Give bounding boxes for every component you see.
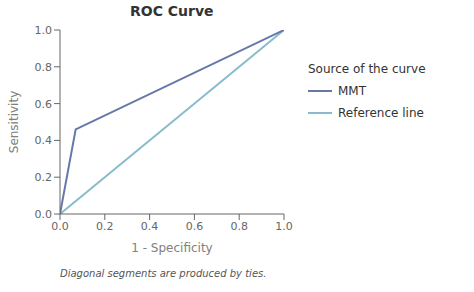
svg-text:0.2: 0.2: [35, 171, 53, 184]
html-text:ROC Curve: ROC Curve: [130, 3, 214, 19]
svg-text:0.8: 0.8: [230, 220, 248, 233]
svg-text:0.6: 0.6: [186, 220, 204, 233]
svg-text:0.0: 0.0: [51, 220, 69, 233]
html-text:Diagonal segments are produced: Diagonal segments are produced by ties.: [60, 268, 267, 279]
svg-text:0.0: 0.0: [35, 208, 53, 221]
html-text:MMT: MMT: [338, 84, 366, 98]
svg-text:0.4: 0.4: [141, 220, 159, 233]
html-text:Source of the curve: Source of the curve: [308, 62, 426, 76]
html-text:Reference line: Reference line: [338, 106, 424, 120]
svg-text:1.0: 1.0: [275, 220, 293, 233]
svg-text:0.6: 0.6: [35, 98, 53, 111]
svg-text:0.8: 0.8: [35, 61, 53, 74]
svg-text:1.0: 1.0: [35, 24, 53, 37]
svg-text:1 - Specificity: 1 - Specificity: [131, 241, 212, 255]
svg-text:0.2: 0.2: [96, 220, 114, 233]
svg-text:0.4: 0.4: [35, 134, 53, 147]
svg-text:Sensitivity: Sensitivity: [8, 91, 21, 153]
